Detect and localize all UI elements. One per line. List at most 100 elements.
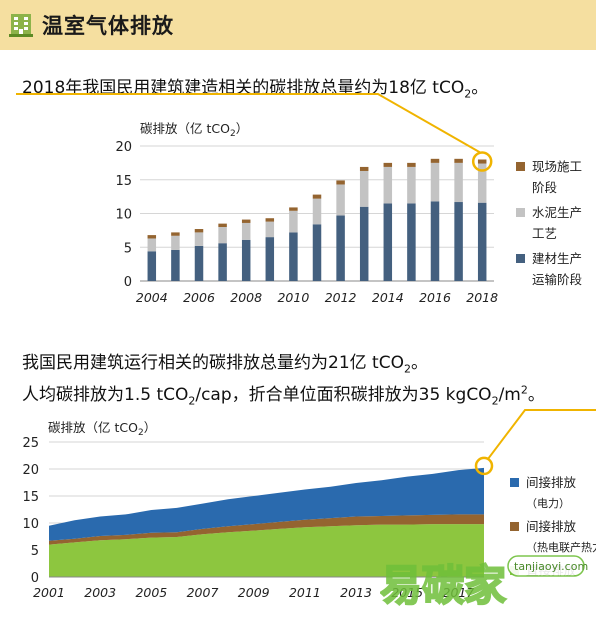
construction-chart-legend: 现场施工 阶段 水泥生产 工艺 建材生产 运输阶段: [516, 156, 582, 294]
bar-segment: [336, 184, 345, 216]
bar-segment: [359, 170, 369, 207]
x-tick-label: 2009: [238, 585, 270, 600]
bar-segment: [241, 222, 251, 240]
x-tick-label: 2001: [33, 585, 65, 600]
highlight-circle: [474, 456, 494, 476]
bar-segment: [454, 202, 463, 281]
bar-segment: [312, 224, 322, 281]
bar-segment: [430, 158, 440, 163]
construction-chart-ylabel: 碳排放（亿 tCO2）: [140, 121, 248, 139]
x-tick-label: 2004: [136, 290, 168, 305]
bar-segment: [359, 206, 369, 281]
x-tick-label: 2017: [443, 585, 475, 600]
watermark-brand: 易碳家: [380, 561, 506, 610]
y-tick-label: 10: [22, 517, 39, 532]
x-tick-label: 2015: [391, 585, 423, 600]
bar-segment: [454, 162, 463, 203]
bar-segment: [265, 221, 275, 238]
bar-segment: [336, 180, 345, 185]
callout-line: [487, 409, 596, 460]
bar-segment: [454, 158, 463, 163]
bar-segment: [359, 166, 369, 171]
callout-line: [16, 93, 481, 154]
x-tick-label: 2006: [183, 290, 215, 305]
legend-swatch: [516, 162, 525, 171]
bar-segment: [194, 245, 204, 281]
bar-segment: [407, 162, 416, 167]
bar-segment: [289, 210, 298, 233]
bar-segment: [218, 223, 227, 227]
x-tick-label: 2011: [289, 585, 321, 600]
operation-headline-1: 我国民用建筑运行相关的碳排放总量约为21亿 tCO2。: [22, 353, 428, 376]
bar-segment: [312, 198, 322, 225]
section-header: 温室气体排放: [0, 0, 596, 50]
bar-segment: [194, 229, 204, 233]
y-tick-label: 15: [22, 490, 39, 505]
legend-item: 间接排放 （电力）: [510, 472, 596, 514]
operation-emissions-chart: 碳排放（亿 tCO2） 0 5 10 15 20 25 2001 2003 2005 2007 200…: [22, 409, 596, 600]
y-tick-label: 0: [124, 275, 132, 290]
x-tick-label: 2018: [466, 290, 498, 305]
building-icon: [9, 14, 33, 37]
x-tick-label: 2007: [187, 585, 219, 600]
area-series: [49, 524, 484, 577]
bar-segment: [383, 203, 393, 281]
bar-segment: [147, 235, 157, 239]
bar-segment: [336, 215, 345, 281]
legend-item: 建材生产 运输阶段: [516, 248, 582, 290]
legend-item: 水泥生产 工艺: [516, 202, 582, 244]
y-tick-label: 0: [31, 571, 39, 586]
y-tick-label: 25: [22, 436, 39, 451]
bar-segment: [241, 219, 251, 223]
x-tick-label: 2003: [84, 585, 116, 600]
legend-swatch: [516, 254, 525, 263]
bar-segment: [383, 162, 393, 167]
x-tick-label: 2005: [135, 585, 167, 600]
bar-segment: [430, 162, 440, 202]
legend-item: 间接排放（热电联产热力）: [510, 516, 596, 558]
construction-chart-plot: 碳排放（亿 tCO2） 0 5 10 15 20 2004 2006 2008 2010 2012 2…: [16, 93, 498, 305]
y-tick-label: 20: [115, 140, 132, 155]
bar-segment: [477, 202, 487, 281]
operation-headline-2: 人均碳排放为1.5 tCO2/cap，折合单位面积碳排放为35 kgCO2/m2…: [22, 383, 545, 408]
watermark-logo: 易碳家 tanjiaoyi.com: [380, 555, 588, 611]
bar-segment: [407, 203, 416, 281]
bar-segment: [241, 239, 251, 281]
legend-swatch: [510, 522, 519, 531]
bar-segment: [171, 232, 180, 236]
x-tick-label: 2014: [372, 290, 404, 305]
area-series: [49, 514, 484, 545]
y-tick-label: 5: [31, 544, 39, 559]
y-tick-label: 20: [22, 463, 39, 478]
bar-segment: [289, 207, 298, 211]
operation-chart-ylabel: 碳排放（亿 tCO2）: [48, 420, 156, 438]
bar-segment: [171, 249, 180, 281]
bar-segment: [477, 159, 487, 164]
bar-segment: [312, 194, 322, 199]
x-tick-label: 2008: [230, 290, 262, 305]
y-tick-label: 5: [124, 241, 132, 256]
bar-segment: [265, 218, 275, 222]
bar-segment: [265, 237, 275, 281]
bar-segment: [147, 238, 157, 252]
page-title: 温室气体排放: [42, 14, 174, 38]
x-tick-label: 2012: [325, 290, 357, 305]
bar-segment: [147, 251, 157, 281]
bar-segment: [218, 227, 227, 244]
bar-segment: [383, 166, 393, 204]
area-series: [49, 467, 484, 541]
y-tick-label: 15: [115, 174, 132, 189]
bar-segment: [407, 166, 416, 204]
bar-segment: [289, 232, 298, 281]
bar-segment: [477, 163, 487, 203]
bar-segment: [430, 201, 440, 281]
bar-segment: [218, 243, 227, 281]
highlight-circle: [471, 151, 493, 172]
watermark-url: tanjiaoyi.com: [514, 560, 588, 573]
x-tick-label: 2016: [419, 290, 451, 305]
x-tick-label: 2010: [277, 290, 309, 305]
y-tick-label: 10: [115, 208, 132, 223]
legend-swatch: [516, 208, 525, 217]
legend-swatch: [510, 478, 519, 487]
